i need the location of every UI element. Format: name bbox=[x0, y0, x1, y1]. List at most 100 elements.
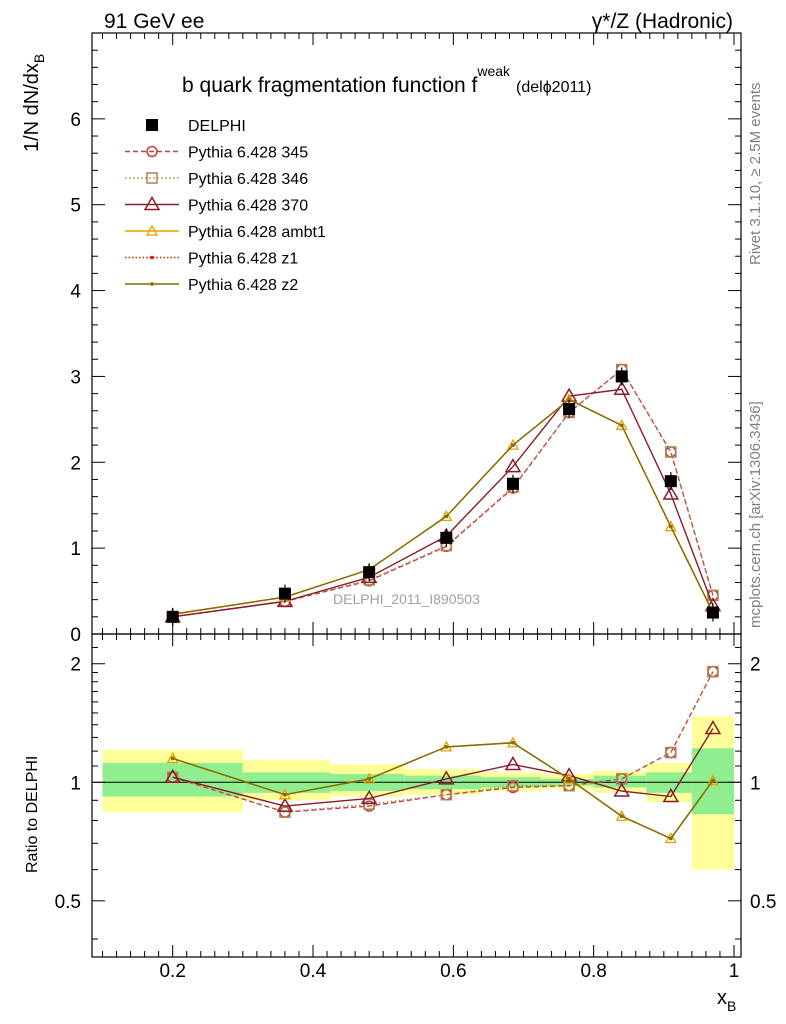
ratio-point-z2 bbox=[669, 836, 673, 841]
point-p346 bbox=[665, 446, 677, 458]
point-z2 bbox=[619, 423, 624, 428]
y-tick-label: 4 bbox=[70, 282, 81, 303]
ratio-point-p346 bbox=[279, 806, 291, 818]
series-p346 bbox=[166, 363, 719, 623]
ratio-point-z2 bbox=[444, 745, 449, 749]
legend-marker bbox=[150, 255, 154, 260]
series-line-z1 bbox=[172, 398, 714, 615]
plot-title-tag: (delϕ2011) bbox=[516, 79, 591, 96]
series-z1 bbox=[170, 397, 715, 617]
data-point bbox=[615, 370, 628, 383]
x-tick-label: 1 bbox=[729, 961, 740, 982]
y-tick-label: 1 bbox=[70, 539, 81, 560]
ratio-band-inner bbox=[593, 775, 647, 788]
legend-marker bbox=[146, 119, 158, 131]
plot-title: b quark fragmentation function fweak (del… bbox=[182, 63, 591, 97]
legend-label: Pythia 6.428 345 bbox=[188, 145, 308, 162]
ratio-y-tick-label: 2 bbox=[70, 655, 81, 676]
series-data bbox=[166, 367, 719, 626]
ratio-point-p370 bbox=[504, 755, 522, 771]
ratio-series-z2 bbox=[170, 740, 715, 841]
ratio-point-z2 bbox=[283, 792, 287, 797]
legend-item-z2: Pythia 6.428 z2 bbox=[125, 277, 298, 294]
data-point bbox=[166, 610, 179, 623]
legend-item-ambt1: Pythia 6.428 ambt1 bbox=[125, 224, 326, 241]
y-tick-label: 6 bbox=[70, 110, 81, 131]
series-line-z2 bbox=[172, 398, 714, 615]
plot-title-main: b quark fragmentation function f bbox=[182, 74, 478, 97]
legend-marker bbox=[146, 145, 158, 158]
legend-label: DELPHI bbox=[188, 118, 246, 135]
xlabel-text: x bbox=[717, 987, 727, 1009]
analysis-watermark: DELPHI_2011_I890503 bbox=[333, 591, 480, 607]
x-tick-label: 0.6 bbox=[440, 961, 466, 982]
legend-label: Pythia 6.428 z1 bbox=[188, 251, 298, 268]
ylabel-main-sub: B bbox=[31, 54, 47, 63]
main-series bbox=[164, 363, 722, 626]
data-point bbox=[706, 606, 719, 619]
ratio-point-ambt1 bbox=[706, 774, 720, 786]
ratio-point-p370 bbox=[164, 768, 181, 783]
ylabel-ratio: Ratio to DELPHI bbox=[24, 756, 41, 873]
header-process: γ*/Z (Hadronic) bbox=[592, 10, 733, 33]
ratio-point-z2 bbox=[170, 756, 175, 761]
ratio-point-z2 bbox=[567, 777, 571, 781]
data-point bbox=[363, 566, 376, 579]
legend-marker bbox=[143, 196, 161, 211]
point-z2 bbox=[511, 443, 515, 447]
x-tick-label: 0.2 bbox=[159, 961, 185, 982]
point-ambt1 bbox=[440, 510, 453, 522]
y-tick-label: 5 bbox=[70, 196, 81, 217]
point-ambt1 bbox=[506, 438, 520, 450]
ratio-point-p346 bbox=[507, 779, 519, 792]
point-p370 bbox=[276, 592, 294, 608]
y-tick-label: 2 bbox=[70, 453, 81, 474]
ratio-frame bbox=[91, 633, 742, 958]
legend-item-p345: Pythia 6.428 345 bbox=[125, 145, 308, 162]
series-p345 bbox=[166, 363, 719, 623]
ratio-point-ambt1 bbox=[562, 772, 576, 784]
ratio-point-p346 bbox=[665, 746, 677, 759]
ratio-y-tick-label-right: 2 bbox=[750, 655, 761, 676]
rivet-label: Rivet 3.1.10, ≥ 2.5M events bbox=[747, 83, 764, 266]
ratio-point-z2 bbox=[619, 814, 624, 819]
y-tick-label: 3 bbox=[70, 367, 81, 388]
series-p370 bbox=[164, 380, 722, 623]
series-z2 bbox=[170, 397, 715, 617]
data-point bbox=[563, 403, 576, 416]
legend-marker bbox=[150, 282, 154, 286]
series-line-ambt1 bbox=[172, 398, 714, 615]
point-z2 bbox=[567, 397, 571, 402]
legend-item-p370: Pythia 6.428 370 bbox=[125, 196, 308, 215]
ratio-point-z2 bbox=[711, 778, 715, 783]
point-z2 bbox=[444, 514, 449, 519]
ratio-point-p346 bbox=[707, 665, 719, 678]
ratio-point-p370 bbox=[662, 788, 680, 803]
ratio-line-p345 bbox=[172, 671, 714, 813]
data-point bbox=[278, 587, 291, 600]
ratio-y-tick-label-right: 1 bbox=[750, 773, 761, 794]
ratio-y-tick-label-right: 0.5 bbox=[750, 892, 776, 913]
ratio-point-p370 bbox=[438, 770, 455, 785]
ylabel-main-text: 1/N dN/dx bbox=[21, 63, 43, 152]
series-line-p370 bbox=[172, 388, 714, 618]
ratio-point-z2 bbox=[367, 777, 371, 781]
plot-title-sup: weak bbox=[476, 63, 511, 79]
legend-label: Pythia 6.428 z2 bbox=[188, 277, 298, 294]
point-p370 bbox=[613, 380, 631, 396]
xlabel-sub: B bbox=[727, 998, 736, 1014]
legend-item-z1: Pythia 6.428 z1 bbox=[125, 251, 298, 268]
legend-label: Pythia 6.428 346 bbox=[188, 171, 308, 188]
ylabel-main: 1/N dN/dxB bbox=[21, 54, 47, 152]
data-point bbox=[664, 475, 677, 488]
ratio-point-z2 bbox=[511, 740, 515, 745]
legend-marker bbox=[145, 224, 159, 236]
legend-label: Pythia 6.428 ambt1 bbox=[188, 224, 326, 241]
ratio-point-p370 bbox=[704, 719, 722, 735]
legend-marker bbox=[146, 172, 158, 184]
point-p370 bbox=[662, 485, 680, 500]
ratio-series-p370 bbox=[164, 719, 722, 812]
legend-item-p346: Pythia 6.428 346 bbox=[125, 171, 308, 188]
ratio-band-inner bbox=[102, 762, 243, 797]
